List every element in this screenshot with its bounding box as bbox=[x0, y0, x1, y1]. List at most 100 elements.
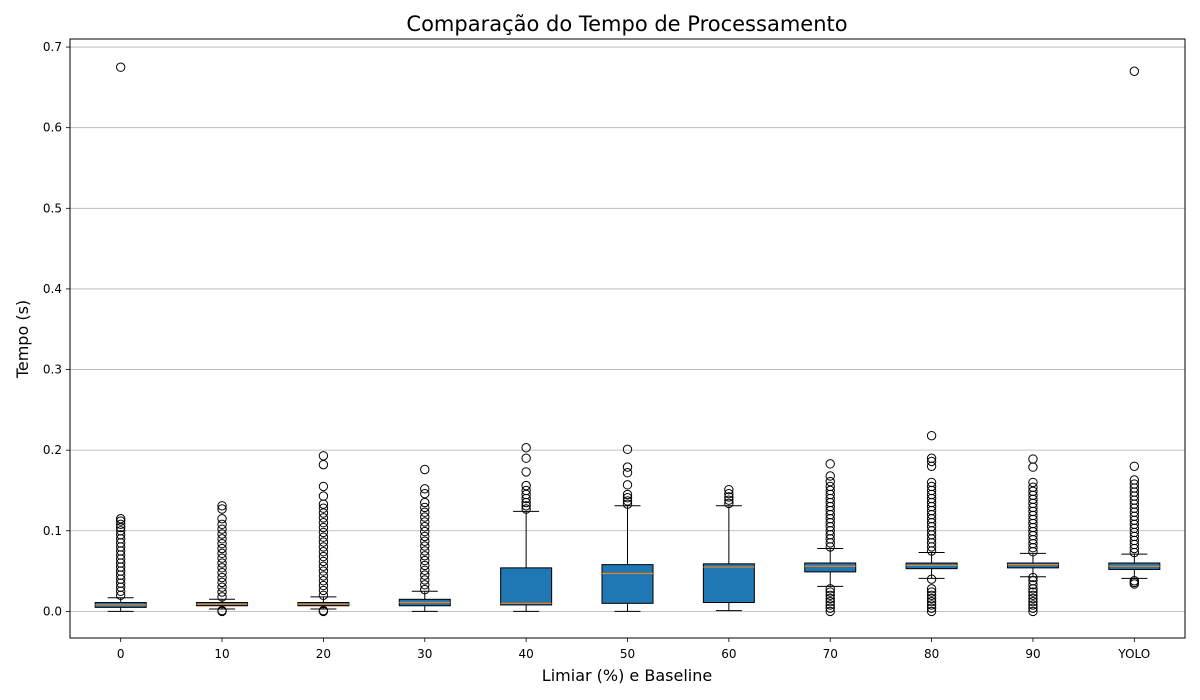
outlier-point bbox=[318, 527, 329, 538]
outlier-point bbox=[1028, 600, 1038, 610]
outlier-point bbox=[420, 555, 430, 566]
outlier-point bbox=[217, 543, 227, 554]
outlier-point bbox=[217, 553, 227, 563]
outlier-point bbox=[217, 582, 227, 592]
box-group-80 bbox=[905, 430, 958, 617]
outlier-point bbox=[420, 546, 430, 556]
outlier-point bbox=[420, 575, 430, 585]
outlier-point bbox=[420, 512, 430, 522]
outlier-point bbox=[217, 504, 227, 514]
outlier-point bbox=[115, 62, 126, 72]
outlier-point bbox=[318, 491, 329, 501]
outlier-point bbox=[420, 541, 430, 551]
outlier-point bbox=[926, 593, 937, 604]
outlier-point bbox=[724, 492, 734, 502]
outlier-point bbox=[420, 551, 430, 561]
outlier-point bbox=[1028, 454, 1038, 464]
box-group-50 bbox=[601, 444, 654, 612]
box-group-70 bbox=[804, 459, 857, 617]
outlier-point bbox=[115, 516, 126, 526]
x-tick-label: 80 bbox=[924, 647, 939, 661]
outlier-point bbox=[521, 504, 531, 514]
outlier-point bbox=[1028, 477, 1038, 488]
x-tick-label: 0 bbox=[117, 647, 125, 661]
box-group-30 bbox=[398, 464, 451, 612]
outlier-point bbox=[521, 480, 531, 491]
outlier-point bbox=[825, 481, 835, 492]
outlier-point bbox=[926, 456, 937, 467]
outlier-point bbox=[217, 587, 227, 597]
outlier-point bbox=[217, 605, 227, 616]
outlier-point bbox=[318, 503, 329, 513]
outlier-point bbox=[420, 531, 430, 542]
outlier-point bbox=[521, 467, 531, 477]
outlier-point bbox=[825, 593, 835, 604]
x-tick-label: 70 bbox=[823, 647, 838, 661]
x-tick-label: 40 bbox=[518, 647, 533, 661]
outlier-point bbox=[115, 526, 126, 536]
outlier-point bbox=[521, 485, 531, 496]
chart-title: Comparação do Tempo de Processamento bbox=[406, 12, 847, 36]
outlier-point bbox=[622, 496, 633, 506]
outlier-point bbox=[622, 468, 633, 478]
outlier-point bbox=[825, 603, 835, 613]
outlier-point bbox=[318, 585, 329, 596]
outlier-point bbox=[217, 534, 227, 544]
outlier-point bbox=[825, 471, 835, 481]
x-tick-label: 30 bbox=[417, 647, 432, 661]
outlier-point bbox=[420, 526, 430, 537]
outlier-point bbox=[115, 530, 126, 540]
y-tick-label: 0.4 bbox=[43, 282, 62, 296]
outlier-point bbox=[318, 590, 329, 600]
outlier-point bbox=[420, 464, 430, 475]
y-tick-label: 0.0 bbox=[43, 604, 62, 618]
outlier-point bbox=[217, 501, 227, 511]
outlier-point bbox=[825, 584, 835, 594]
outlier-point bbox=[318, 571, 329, 581]
outlier-point bbox=[926, 477, 937, 488]
outlier-point bbox=[217, 513, 227, 524]
outlier-point bbox=[724, 484, 734, 495]
outlier-point bbox=[217, 558, 227, 568]
outlier-point bbox=[1028, 587, 1038, 597]
x-tick-label: 60 bbox=[721, 647, 736, 661]
outlier-point bbox=[420, 584, 430, 595]
outlier-point bbox=[825, 597, 835, 607]
outlier-point bbox=[318, 605, 329, 616]
outlier-point bbox=[926, 481, 937, 492]
outlier-point bbox=[318, 513, 329, 523]
outlier-point bbox=[926, 584, 937, 594]
y-tick-label: 0.1 bbox=[43, 524, 62, 538]
outlier-point bbox=[420, 536, 430, 546]
box-group-20 bbox=[297, 451, 350, 617]
y-tick-label: 0.7 bbox=[43, 40, 62, 54]
box-group-0 bbox=[94, 62, 147, 612]
outlier-point bbox=[1028, 590, 1038, 600]
outlier-point bbox=[420, 502, 430, 513]
outlier-point bbox=[318, 551, 329, 562]
box-group-YOLO bbox=[1108, 66, 1161, 589]
outlier-point bbox=[115, 519, 126, 530]
outlier-point bbox=[1028, 572, 1038, 583]
x-tick-label: YOLO bbox=[1117, 647, 1150, 661]
x-tick-label: 20 bbox=[316, 647, 331, 661]
outlier-point bbox=[724, 488, 734, 499]
outlier-point bbox=[115, 513, 126, 524]
y-tick-label: 0.2 bbox=[43, 443, 62, 457]
outlier-point bbox=[926, 453, 937, 463]
outlier-point bbox=[622, 444, 633, 455]
outlier-point bbox=[217, 567, 227, 578]
plot-frame bbox=[69, 38, 1186, 639]
outlier-point bbox=[318, 532, 329, 542]
outlier-point bbox=[521, 453, 531, 463]
outlier-point bbox=[318, 542, 329, 552]
x-tick-label: 10 bbox=[214, 647, 229, 661]
outlier-point bbox=[318, 522, 329, 533]
outlier-point bbox=[318, 566, 329, 576]
outlier-point bbox=[521, 443, 531, 453]
y-tick-label: 0.5 bbox=[43, 201, 62, 215]
outlier-point bbox=[825, 459, 835, 469]
outlier-point bbox=[420, 522, 430, 532]
outlier-point bbox=[1129, 479, 1140, 489]
outlier-point bbox=[217, 548, 227, 559]
